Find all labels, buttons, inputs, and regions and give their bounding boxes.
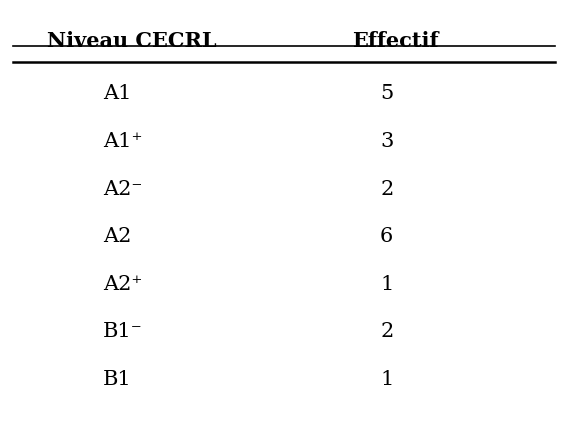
Text: A1⁺: A1⁺: [103, 132, 143, 151]
Text: 2: 2: [380, 180, 393, 199]
Text: 1: 1: [380, 370, 394, 389]
Text: 6: 6: [380, 227, 393, 246]
Text: B1⁻: B1⁻: [103, 322, 143, 342]
Text: A2⁺: A2⁺: [103, 275, 143, 294]
Text: Effectif: Effectif: [352, 31, 438, 51]
Text: B1: B1: [103, 370, 132, 389]
Text: A2: A2: [103, 227, 132, 246]
Text: Niveau CECRL: Niveau CECRL: [47, 31, 216, 51]
Text: 2: 2: [380, 322, 393, 342]
Text: A1: A1: [103, 84, 132, 103]
Text: 3: 3: [380, 132, 394, 151]
Text: 5: 5: [380, 84, 393, 103]
Text: 1: 1: [380, 275, 394, 294]
Text: A2⁻: A2⁻: [103, 180, 143, 199]
